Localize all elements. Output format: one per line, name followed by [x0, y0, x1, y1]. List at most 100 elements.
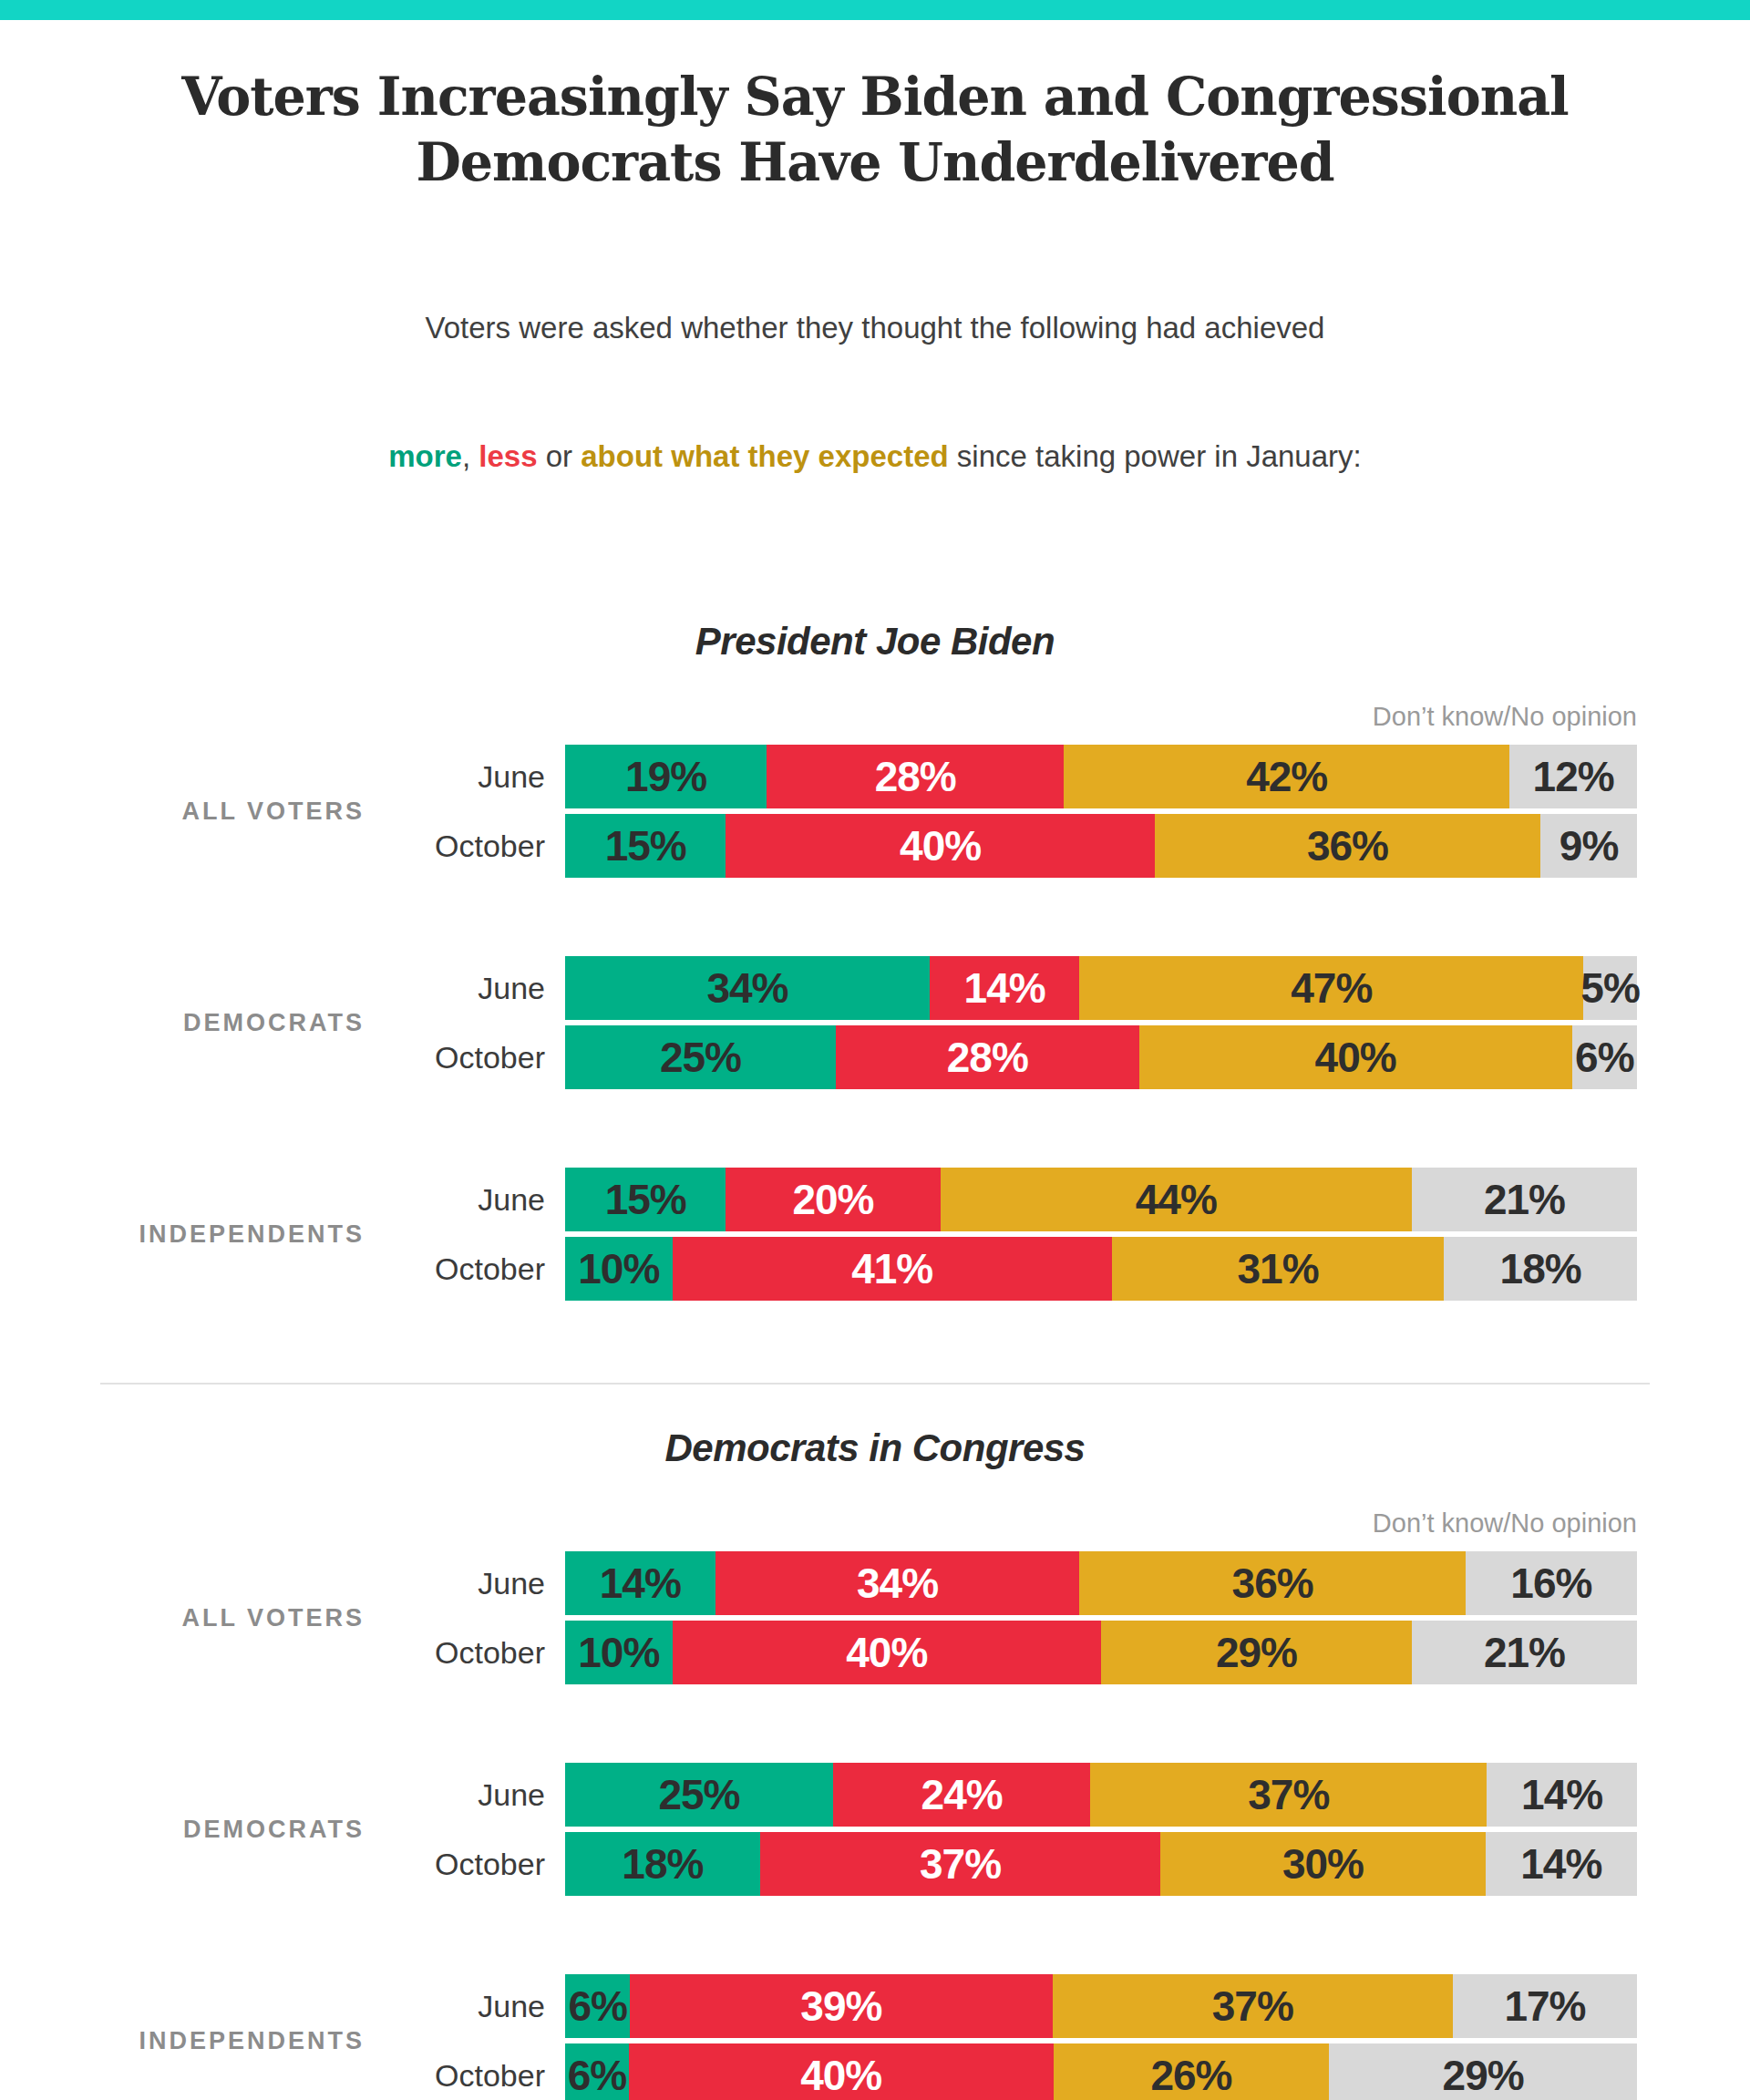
- month-label: June: [365, 1989, 565, 2024]
- bar-row-june: June19%28%42%12%: [365, 745, 1637, 808]
- bar-segment-more: 14%: [565, 1551, 715, 1615]
- bar-row-october: October10%41%31%18%: [365, 1237, 1637, 1301]
- bar-segment-about: 26%: [1054, 2043, 1330, 2100]
- chart-democrats-in-congress: Democrats in Congress Don’t know/No opin…: [0, 1426, 1750, 2100]
- bar-segment-more: 6%: [565, 2043, 629, 2100]
- subtitle-line2: more, less or about what they expected s…: [0, 435, 1750, 478]
- bar-row-june: June14%34%36%16%: [365, 1551, 1637, 1615]
- bar-segment-more: 10%: [565, 1237, 673, 1301]
- bar-row-october: October15%40%36%9%: [365, 814, 1637, 878]
- month-label: June: [365, 1777, 565, 1813]
- bar-segment-more: 15%: [565, 814, 726, 878]
- bar-segment-less: 41%: [673, 1237, 1112, 1301]
- bar-segment-more: 6%: [565, 1974, 630, 2038]
- page-title-line1: Voters Increasingly Say Biden and Congre…: [0, 64, 1750, 129]
- legend-about: about what they expected: [581, 439, 948, 473]
- chart-body-congress: Don’t know/No opinion ALL VOTERSJune14%3…: [0, 1508, 1637, 2100]
- bar-segment-less: 24%: [833, 1763, 1090, 1827]
- chart-body-president: Don’t know/No opinion ALL VOTERSJune19%2…: [0, 702, 1637, 1301]
- bar-segment-about: 30%: [1160, 1832, 1485, 1896]
- group-democrats: DEMOCRATSJune25%24%37%14%October18%37%30…: [0, 1763, 1637, 1896]
- chart-groups-congress: ALL VOTERSJune14%34%36%16%October10%40%2…: [0, 1551, 1637, 2100]
- month-label: June: [365, 1566, 565, 1601]
- chart-title-congress: Democrats in Congress: [0, 1426, 1750, 1470]
- bar-segment-dk: 21%: [1412, 1621, 1637, 1684]
- bar-segment-about: 42%: [1064, 745, 1509, 808]
- bar-segment-more: 25%: [565, 1025, 836, 1089]
- chart-president-joe-biden: President Joe Biden Don’t know/No opinio…: [0, 620, 1750, 1301]
- group-label: ALL VOTERS: [0, 1604, 365, 1632]
- bar-row-october: October18%37%30%14%: [365, 1832, 1637, 1896]
- bar-segment-less: 14%: [930, 956, 1080, 1020]
- infographic-page: Voters Increasingly Say Biden and Congre…: [0, 0, 1750, 2100]
- bar-segment-more: 19%: [565, 745, 767, 808]
- page-title: Voters Increasingly Say Biden and Congre…: [0, 64, 1750, 195]
- group-rows: June14%34%36%16%October10%40%29%21%: [365, 1551, 1637, 1684]
- page-title-line2: Democrats Have Underdelivered: [0, 129, 1750, 195]
- bar-segment-about: 37%: [1090, 1763, 1487, 1827]
- stacked-bar: 14%34%36%16%: [565, 1551, 1637, 1615]
- bar-segment-about: 44%: [941, 1168, 1412, 1231]
- group-label: DEMOCRATS: [0, 1816, 365, 1844]
- dont-know-label: Don’t know/No opinion: [0, 702, 1637, 732]
- group-label: INDEPENDENTS: [0, 1220, 365, 1249]
- bar-segment-dk: 6%: [1572, 1025, 1637, 1089]
- stacked-bar: 18%37%30%14%: [565, 1832, 1637, 1896]
- bar-row-june: June6%39%37%17%: [365, 1974, 1637, 2038]
- legend-more: more: [388, 439, 462, 473]
- bar-segment-dk: 17%: [1453, 1974, 1637, 2038]
- bar-segment-less: 40%: [629, 2043, 1054, 2100]
- section-divider: [100, 1383, 1650, 1385]
- bar-segment-more: 18%: [565, 1832, 760, 1896]
- bar-segment-dk: 16%: [1466, 1551, 1637, 1615]
- month-label: October: [365, 1040, 565, 1076]
- group-label: INDEPENDENTS: [0, 2027, 365, 2055]
- bar-segment-dk: 29%: [1329, 2043, 1637, 2100]
- group-rows: June34%14%47%5%October25%28%40%6%: [365, 956, 1637, 1089]
- bar-segment-dk: 5%: [1583, 956, 1637, 1020]
- group-rows: June15%20%44%21%October10%41%31%18%: [365, 1168, 1637, 1301]
- month-label: October: [365, 1251, 565, 1287]
- group-democrats: DEMOCRATSJune34%14%47%5%October25%28%40%…: [0, 956, 1637, 1089]
- bar-segment-about: 47%: [1079, 956, 1583, 1020]
- stacked-bar: 15%40%36%9%: [565, 814, 1637, 878]
- subtitle-sep2: or: [538, 439, 582, 473]
- stacked-bar: 6%39%37%17%: [565, 1974, 1637, 2038]
- bar-row-june: June34%14%47%5%: [365, 956, 1637, 1020]
- bar-segment-less: 28%: [836, 1025, 1139, 1089]
- bar-segment-more: 10%: [565, 1621, 673, 1684]
- month-label: October: [365, 1847, 565, 1882]
- bar-segment-more: 25%: [565, 1763, 833, 1827]
- bar-segment-less: 34%: [715, 1551, 1080, 1615]
- legend-less: less: [479, 439, 537, 473]
- bar-segment-less: 20%: [726, 1168, 940, 1231]
- group-label: DEMOCRATS: [0, 1009, 365, 1037]
- group-independents: INDEPENDENTSJune6%39%37%17%October6%40%2…: [0, 1974, 1637, 2100]
- stacked-bar: 6%40%26%29%: [565, 2043, 1637, 2100]
- bar-segment-dk: 14%: [1486, 1832, 1637, 1896]
- stacked-bar: 19%28%42%12%: [565, 745, 1637, 808]
- month-label: October: [365, 1635, 565, 1671]
- group-independents: INDEPENDENTSJune15%20%44%21%October10%41…: [0, 1168, 1637, 1301]
- stacked-bar: 34%14%47%5%: [565, 956, 1637, 1020]
- bar-segment-dk: 21%: [1412, 1168, 1637, 1231]
- bar-segment-about: 31%: [1112, 1237, 1445, 1301]
- dont-know-label: Don’t know/No opinion: [0, 1508, 1637, 1539]
- bar-segment-about: 36%: [1155, 814, 1540, 878]
- top-accent-bar: [0, 0, 1750, 20]
- stacked-bar: 10%40%29%21%: [565, 1621, 1637, 1684]
- bar-segment-more: 15%: [565, 1168, 726, 1231]
- bar-segment-less: 39%: [630, 1974, 1052, 2038]
- stacked-bar: 10%41%31%18%: [565, 1237, 1637, 1301]
- bar-segment-dk: 9%: [1540, 814, 1637, 878]
- bar-segment-dk: 14%: [1487, 1763, 1637, 1827]
- month-label: June: [365, 759, 565, 795]
- bar-segment-dk: 12%: [1509, 745, 1637, 808]
- bar-row-june: June25%24%37%14%: [365, 1763, 1637, 1827]
- bar-segment-less: 28%: [767, 745, 1064, 808]
- bar-segment-about: 37%: [1053, 1974, 1454, 2038]
- bar-row-october: October10%40%29%21%: [365, 1621, 1637, 1684]
- bar-row-june: June15%20%44%21%: [365, 1168, 1637, 1231]
- month-label: October: [365, 2058, 565, 2094]
- bar-row-october: October25%28%40%6%: [365, 1025, 1637, 1089]
